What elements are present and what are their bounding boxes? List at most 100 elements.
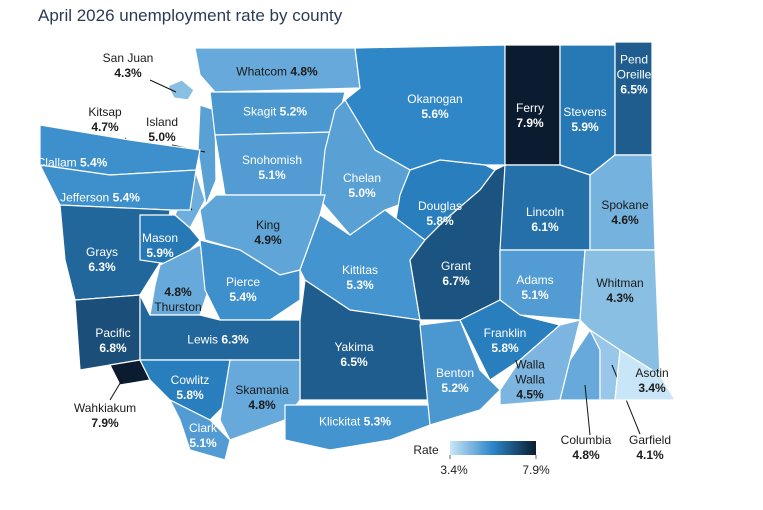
county-name: Columbia bbox=[560, 433, 612, 447]
county-label: Snohomish 5.1% bbox=[242, 153, 302, 183]
leader-line bbox=[109, 379, 123, 401]
county-name: Franklin bbox=[483, 326, 527, 340]
county-name: Lewis bbox=[187, 332, 218, 347]
county-rate: 5.8% bbox=[491, 341, 519, 355]
county-label: Island 5.0% bbox=[146, 115, 178, 145]
county-rate: 5.2% bbox=[441, 381, 469, 395]
county bbox=[499, 249, 586, 321]
county-label: Garfield 4.1% bbox=[629, 433, 671, 463]
county-name: Clallam bbox=[36, 155, 77, 170]
county-name: Pend Oreille bbox=[616, 52, 652, 82]
county-name: Skagit bbox=[242, 104, 277, 119]
county-rate: 6.5% bbox=[620, 82, 648, 97]
county-label: Pierce 5.4% bbox=[226, 275, 260, 305]
county bbox=[194, 47, 361, 93]
legend-title: Rate bbox=[413, 443, 439, 457]
county-label: Grant 6.7% bbox=[441, 259, 471, 289]
legend-gradient bbox=[450, 441, 536, 455]
county-rate: 7.9% bbox=[91, 416, 119, 430]
county-name: Cowlitz bbox=[170, 373, 210, 387]
county-rate: 5.4% bbox=[112, 190, 140, 205]
county-name: Asotin bbox=[635, 366, 669, 380]
county-rate: 3.4% bbox=[638, 381, 666, 395]
county-name: Adams bbox=[516, 273, 554, 287]
county-name: Okanogan bbox=[407, 92, 463, 106]
county-label: Clark 5.1% bbox=[189, 421, 217, 451]
county-label: Franklin 5.8% bbox=[484, 326, 527, 356]
county-name: Island bbox=[145, 115, 179, 129]
county-label: Columbia 4.8% bbox=[561, 433, 612, 463]
county-name: Kitsap bbox=[88, 105, 122, 119]
county-rate: 5.1% bbox=[258, 168, 286, 182]
county-rate: 5.3% bbox=[346, 278, 374, 292]
county-label: King 4.9% bbox=[254, 218, 281, 248]
county-rate: 5.2% bbox=[279, 104, 308, 119]
county-rate: 5.4% bbox=[229, 290, 257, 304]
county-rate: 6.8% bbox=[99, 341, 127, 355]
county-rate: 5.8% bbox=[176, 388, 204, 402]
county-rate: 4.5% bbox=[516, 387, 544, 402]
county-rate: 5.4% bbox=[80, 155, 108, 170]
legend-min-label: 3.4% bbox=[440, 463, 468, 477]
county-rate: 6.3% bbox=[88, 260, 116, 274]
county bbox=[589, 154, 656, 251]
county-rate: 4.3% bbox=[114, 66, 142, 80]
county-label: Walla Walla 4.5% bbox=[508, 358, 552, 403]
county-name: Lincoln bbox=[525, 205, 565, 219]
county-label: Mason 5.9% bbox=[142, 231, 178, 261]
county-name: Klickitat bbox=[318, 414, 361, 429]
county-name: Yakima bbox=[334, 340, 374, 354]
county-label: Benton 5.2% bbox=[436, 366, 474, 396]
county-rate: 4.9% bbox=[254, 233, 282, 247]
county-name: Stevens bbox=[563, 105, 607, 119]
county-rate: 6.5% bbox=[340, 355, 368, 369]
county-label: Kitsap 4.7% bbox=[88, 105, 121, 135]
county-label: Okanogan 5.6% bbox=[407, 92, 462, 122]
legend-max-label: 7.9% bbox=[522, 463, 550, 477]
leader-line bbox=[584, 384, 591, 436]
map-title: April 2026 unemployment rate by county bbox=[38, 6, 343, 25]
leader-line bbox=[149, 79, 177, 93]
county-label: Pend Oreille 6.5% bbox=[611, 53, 657, 98]
county-rate: 5.6% bbox=[421, 107, 449, 121]
county bbox=[167, 79, 195, 101]
county-label: Stevens 5.9% bbox=[563, 105, 606, 135]
county-name: San Juan bbox=[102, 51, 154, 65]
county-label: Skagit 5.2% bbox=[243, 105, 307, 120]
county-label: Whatcom 4.8% bbox=[236, 65, 317, 80]
county-label: Pacific 6.8% bbox=[95, 326, 130, 356]
county-name: Douglas bbox=[417, 199, 463, 213]
county-rate: 4.3% bbox=[606, 291, 634, 305]
county-rate: 4.8% bbox=[164, 285, 192, 299]
county bbox=[168, 398, 231, 461]
county-label: Wahkiakum 7.9% bbox=[74, 401, 136, 431]
county-name: Grays bbox=[85, 245, 119, 259]
county bbox=[614, 348, 677, 401]
county-name: Whitman bbox=[596, 276, 644, 290]
county-name: Snohomish bbox=[241, 153, 303, 167]
county-rate: 6.3% bbox=[221, 332, 249, 347]
county-label: Adams 5.1% bbox=[516, 273, 553, 303]
county-rate: 6.1% bbox=[531, 220, 559, 234]
county-label: San Juan 4.3% bbox=[103, 51, 154, 81]
county-name: Wahkiakum bbox=[73, 401, 137, 415]
county-label: Cowlitz 5.8% bbox=[171, 373, 210, 403]
county-name: Benton bbox=[435, 366, 475, 380]
county-rate: 5.0% bbox=[348, 186, 376, 200]
county-rate: 5.1% bbox=[189, 436, 217, 450]
county-label: Jefferson 5.4% bbox=[60, 191, 140, 206]
county-rate: 5.9% bbox=[571, 120, 599, 134]
county bbox=[588, 328, 621, 401]
county-name: Jefferson bbox=[60, 190, 110, 205]
county-name: Clark bbox=[188, 421, 218, 435]
county-rate: 4.7% bbox=[91, 120, 119, 134]
county-label: Grays 6.3% bbox=[86, 245, 118, 275]
county-rate: 5.9% bbox=[146, 246, 174, 260]
county-rate: 4.6% bbox=[611, 213, 639, 227]
county-label: Clallam 5.4% bbox=[37, 156, 108, 171]
county bbox=[199, 239, 301, 321]
county-name: Pierce bbox=[225, 275, 261, 289]
county-name: Walla Walla bbox=[515, 357, 545, 387]
